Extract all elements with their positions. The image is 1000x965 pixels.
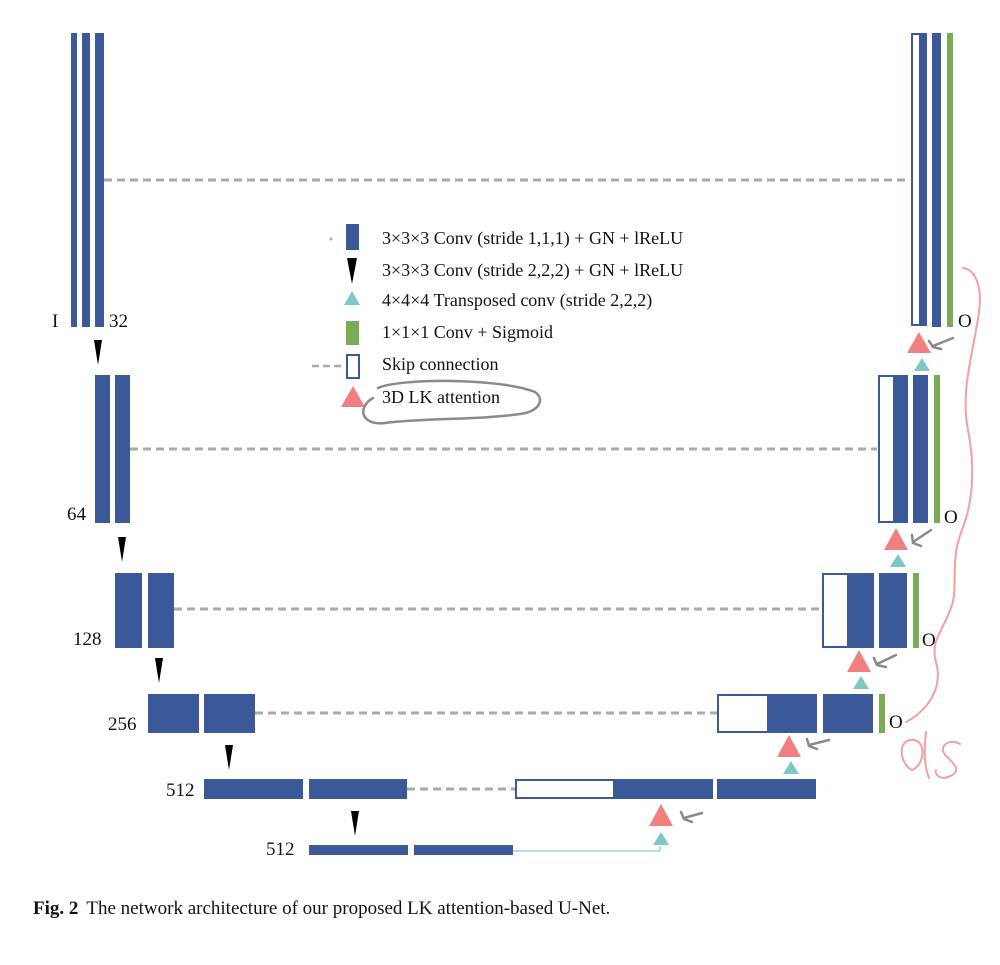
decoder	[515, 33, 953, 799]
enc-l4-conv-a	[148, 694, 199, 733]
dec-l2-skip-fill	[893, 376, 907, 522]
legend-down-label: 3×3×3 Conv (stride 2,2,2) + GN + lReLU	[382, 260, 683, 281]
channels-label-l2: 64	[67, 504, 87, 525]
pink-s-letter	[934, 740, 961, 779]
channels-label-l1: 32	[109, 311, 128, 332]
downsample-markers	[94, 340, 359, 836]
legend: 3×3×3 Conv (stride 1,1,1) + GN + lReLU 3…	[312, 224, 683, 425]
legend-conv-label: 3×3×3 Conv (stride 1,1,1) + GN + lReLU	[382, 228, 683, 249]
legend-skip-swatch	[346, 354, 360, 379]
dec-l1-conv	[932, 33, 941, 327]
lk-attention-icon	[777, 735, 801, 757]
annotation-arrow-l4	[805, 737, 831, 751]
pink-brace-curve	[905, 267, 981, 723]
transposed-conv-icon	[914, 358, 930, 371]
dec-l4-skip-fill	[767, 695, 816, 732]
enc-l2-conv-b	[115, 375, 130, 523]
channels-label-l5: 512	[166, 780, 195, 801]
bottleneck-conv-b	[414, 845, 513, 855]
legend-transposed-swatch	[344, 291, 360, 305]
dec-l2-sigmoid	[934, 375, 940, 523]
channels-label-l4: 256	[108, 714, 137, 735]
transposed-conv-icon	[783, 761, 799, 774]
dec-l5-conv	[717, 779, 816, 799]
enc-l1-conv-a	[71, 33, 77, 327]
upsample-l2	[884, 528, 908, 567]
upsample-l1	[907, 332, 931, 371]
output-labels: O O O O	[889, 311, 972, 733]
legend-conv-swatch	[346, 224, 359, 250]
level-labels: I 32 64 128 256 512 512	[52, 311, 295, 860]
legend-sigmoid-swatch	[346, 321, 359, 345]
dec-l3-sigmoid	[913, 573, 919, 648]
transposed-conv-icon	[890, 554, 906, 567]
annotation-arrows	[679, 336, 955, 824]
transposed-conv-icon	[853, 676, 869, 689]
legend-attention-label: 3D LK attention	[382, 387, 500, 407]
lk-attention-icon	[907, 332, 931, 353]
enc-l5-conv-b	[309, 779, 407, 799]
down-arrow-l1	[94, 340, 102, 365]
output-label-l4: O	[889, 712, 903, 733]
hand-drawn-circle-annotation	[362, 379, 542, 425]
enc-l1-conv-b	[82, 33, 90, 327]
output-label-l3: O	[922, 630, 936, 651]
legend-attention-swatch	[341, 386, 365, 407]
enc-l2-conv-a	[95, 375, 110, 523]
lk-attention-icon	[847, 650, 871, 672]
legend-dot	[329, 237, 333, 241]
lk-attention-icon	[649, 804, 673, 826]
dec-l1-sigmoid	[947, 33, 953, 327]
unet-architecture-diagram: I 32 64 128 256 512 512 O O	[52, 33, 981, 860]
dec-l2-conv	[913, 375, 928, 523]
lk-attention-icon	[884, 528, 908, 550]
upsample-l4	[777, 735, 801, 774]
figure-caption-text: The network architecture of our proposed…	[86, 898, 611, 919]
down-arrow-l4	[225, 745, 233, 770]
handwritten-deep-supervision-annotation	[900, 267, 981, 779]
figure-caption-label: Fig. 2	[33, 898, 79, 919]
legend-transposed-label: 4×4×4 Transposed conv (stride 2,2,2)	[382, 290, 652, 311]
figure-caption: Fig. 2 The network architecture of our pr…	[33, 898, 973, 920]
enc-l5-conv-a	[204, 779, 303, 799]
dec-l5-skip-fill	[613, 780, 712, 798]
upsample-l3	[847, 650, 871, 689]
annotation-arrow-l5	[679, 810, 704, 824]
encoder	[71, 33, 513, 855]
enc-l1-conv-c	[95, 33, 104, 327]
channels-label-l6: 512	[266, 839, 295, 860]
channels-label-l3: 128	[73, 629, 102, 650]
transposed-conv-icon	[653, 832, 669, 845]
input-label: I	[52, 311, 58, 332]
legend-sigmoid-label: 1×1×1 Conv + Sigmoid	[382, 322, 553, 342]
output-label-l1: O	[958, 311, 972, 332]
bottleneck-conv-a	[309, 845, 408, 855]
annotation-arrow-l2	[910, 528, 933, 548]
legend-skip-label: Skip connection	[382, 354, 498, 374]
annotation-arrow-l1	[927, 336, 955, 351]
skip-connections	[104, 178, 910, 791]
enc-l3-conv-a	[115, 573, 142, 648]
enc-l3-conv-b	[148, 573, 174, 648]
output-label-l2: O	[944, 507, 958, 528]
legend-down-swatch	[347, 258, 357, 284]
dec-l1-skip-fill	[919, 34, 926, 325]
pink-d-letter	[900, 731, 930, 779]
dec-l4-sigmoid	[879, 694, 885, 733]
down-arrow-l2	[118, 537, 126, 562]
annotation-arrow-l3	[872, 653, 898, 669]
enc-l4-conv-b	[204, 694, 255, 733]
down-arrow-l5	[351, 811, 359, 836]
upsample-l5	[649, 804, 673, 845]
dec-l4-conv	[823, 694, 873, 733]
dec-l3-conv	[879, 573, 907, 648]
down-arrow-l3	[155, 658, 163, 683]
dec-l3-skip-fill	[847, 574, 873, 647]
